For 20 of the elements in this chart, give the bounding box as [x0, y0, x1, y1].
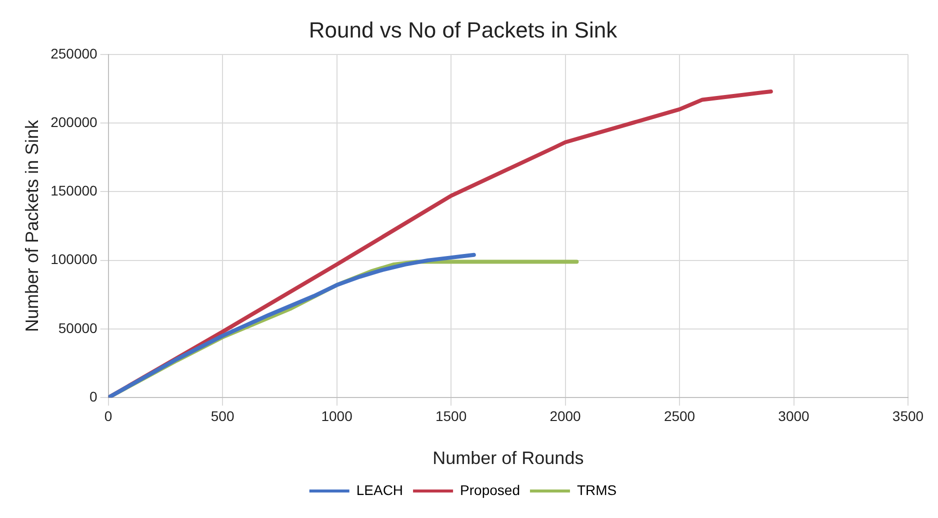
x-tick-label: 1000 [321, 408, 353, 424]
x-tick-label: 500 [210, 408, 234, 424]
y-axis-title: Number of Packets in Sink [22, 118, 42, 332]
x-tick-label: 0 [104, 408, 112, 424]
y-tick-label: 100000 [50, 251, 98, 268]
y-tick-label: 250000 [50, 45, 98, 62]
x-tick-label: 2000 [550, 408, 582, 424]
x-tick-label: 1500 [435, 408, 467, 424]
y-tick-label: 0 [90, 388, 98, 404]
y-tick-label: 200000 [50, 114, 98, 130]
y-tick-label: 150000 [50, 182, 98, 199]
x-tick-label: 3000 [778, 408, 810, 424]
chart-title: Round vs No of Packets in Sink [308, 17, 618, 42]
legend-label: LEACH [356, 482, 404, 498]
x-axis-title: Number of Rounds [432, 448, 584, 468]
y-tick-label: 50000 [58, 320, 98, 336]
legend-label: Proposed [460, 482, 520, 498]
x-tick-label: 3500 [892, 408, 924, 424]
x-tick-label: 2500 [664, 408, 696, 424]
legend-label: TRMS [576, 482, 617, 498]
